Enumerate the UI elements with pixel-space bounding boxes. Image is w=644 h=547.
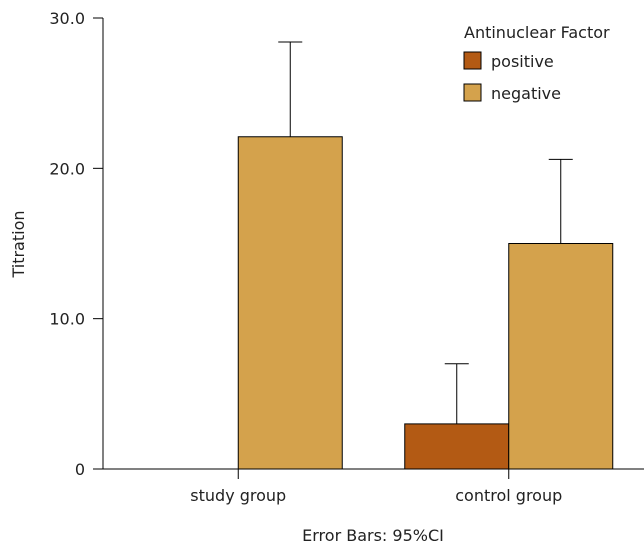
- bars-layer: [237, 136, 614, 470]
- bar-negative: [508, 243, 614, 470]
- error-bars-layer: [278, 41, 573, 424]
- legend-label-positive: positive: [491, 52, 554, 71]
- legend-items: positive negative: [463, 51, 561, 103]
- legend-label-negative: negative: [491, 84, 561, 103]
- legend: Antinuclear Factor positive negative: [463, 23, 610, 103]
- legend-title: Antinuclear Factor: [464, 23, 610, 42]
- x-ticks: study group control group: [190, 469, 562, 505]
- y-axis-title: Titration: [9, 210, 28, 278]
- x-tick-label: study group: [190, 486, 286, 505]
- bar-positive: [404, 423, 510, 470]
- y-tick-label: 10.0: [49, 310, 85, 329]
- bar-negative: [237, 136, 343, 470]
- y-ticks: 0 10.0 20.0 30.0: [49, 9, 103, 479]
- chart-footnote: Error Bars: 95%CI: [302, 526, 444, 545]
- y-tick-label: 20.0: [49, 159, 85, 178]
- y-tick-label: 30.0: [49, 9, 85, 28]
- legend-swatch-positive: [463, 51, 482, 70]
- y-tick-label: 0: [75, 460, 85, 479]
- legend-swatch-negative: [463, 83, 482, 102]
- x-tick-label: control group: [455, 486, 562, 505]
